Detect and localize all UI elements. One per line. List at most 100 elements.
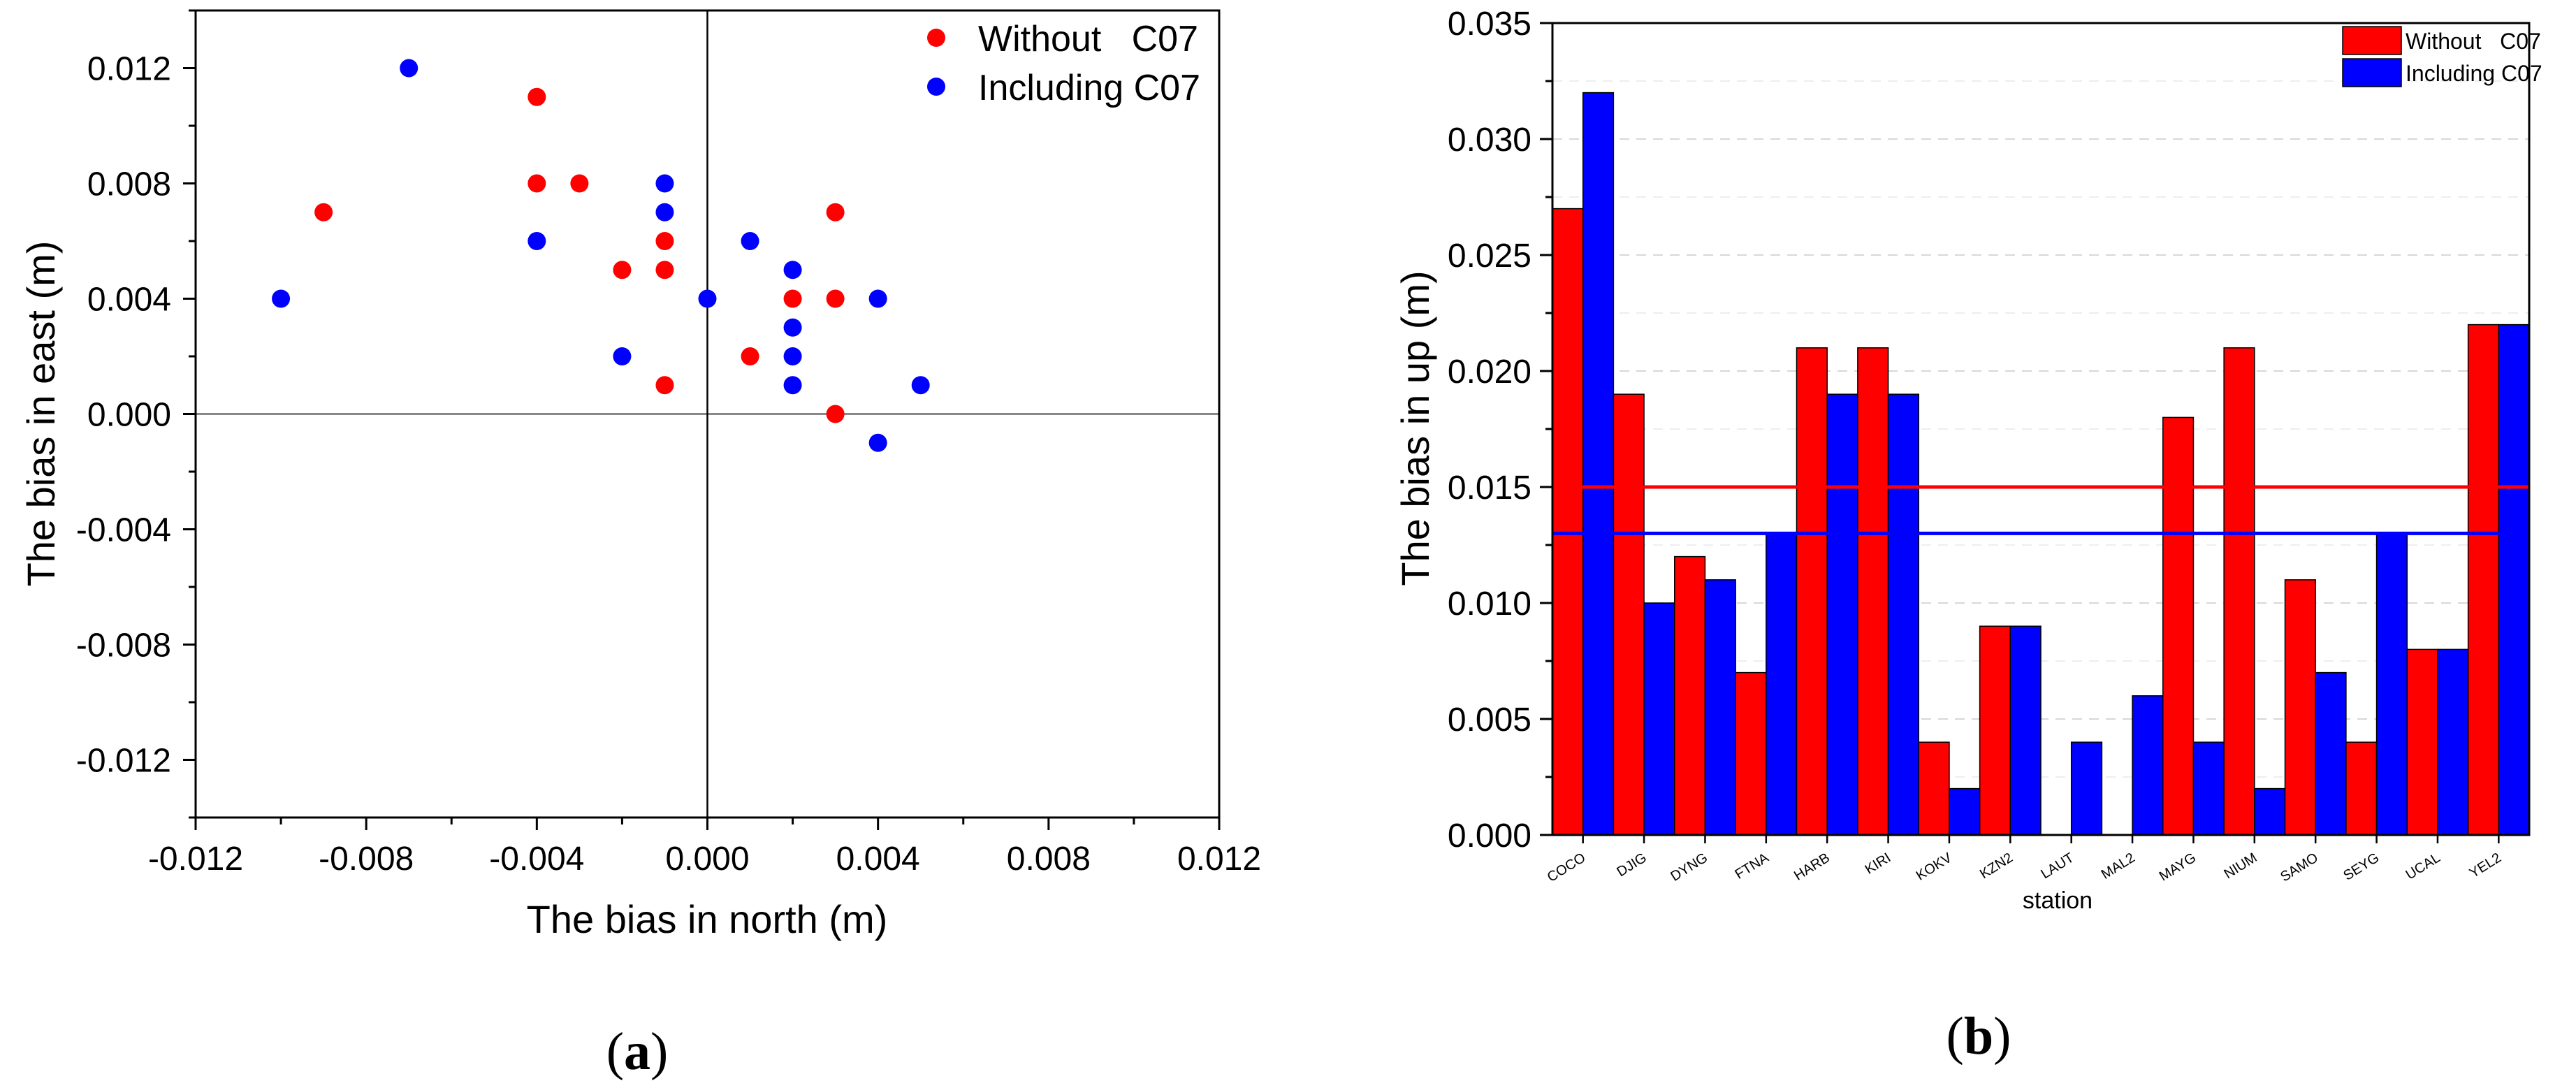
a-point-without — [826, 405, 845, 423]
b-legend: Without C07 Including C07 — [2342, 26, 2542, 87]
b-legend-label-including: Including C07 — [2406, 61, 2542, 86]
b-category-label: COCO — [1545, 850, 1589, 885]
a-y-tick-label: 0.012 — [87, 51, 171, 88]
b-bar-including — [1582, 92, 1615, 836]
b-bar-without — [2223, 347, 2255, 836]
b-category-label: LAUT — [2038, 850, 2076, 882]
b-bar-without — [1979, 625, 2011, 836]
a-y-tick-label: -0.008 — [76, 627, 171, 664]
a-point-without — [655, 232, 674, 250]
a-panel-label: (a) — [606, 1022, 669, 1081]
a-point-including — [741, 232, 759, 250]
b-y-tick-label: 0.030 — [1448, 122, 1531, 159]
b-bar-without — [2345, 741, 2378, 836]
b-x-axis-label: station — [2023, 887, 2093, 914]
b-bar-without — [2406, 648, 2438, 836]
a-point-without — [826, 203, 845, 221]
a-x-tick-label: 0.004 — [836, 841, 920, 878]
b-bar-including — [2132, 695, 2164, 836]
b-y-tick-label: 0.015 — [1448, 470, 1531, 507]
b-bar-including — [1704, 579, 1736, 836]
b-category-label: DYNG — [1668, 850, 1710, 885]
b-bar-including — [1887, 393, 1919, 836]
b-bar-without — [1735, 671, 1767, 836]
b-bar-including — [2375, 532, 2408, 836]
a-y-tick-label: -0.004 — [76, 512, 171, 549]
a-legend: Without C07 Including C07 — [927, 19, 1200, 108]
a-x-tick-label: 0.008 — [1007, 841, 1091, 878]
a-point-without — [613, 261, 632, 279]
a-x-axis-label: The bias in north (m) — [527, 897, 888, 941]
b-y-tick-label: 0.010 — [1448, 586, 1531, 623]
a-point-including — [783, 318, 802, 337]
a-point-without — [655, 376, 674, 395]
b-bar-including — [2009, 625, 2042, 836]
b-y-tick-label: 0.025 — [1448, 238, 1531, 275]
panel-a-scatter: -0.012 -0.008 -0.004 0.000 0.004 0.008 0.012 0.… — [19, 9, 1261, 1081]
a-legend-marker-including — [927, 78, 945, 96]
b-category-label: KZN2 — [1977, 850, 2016, 882]
a-point-without — [570, 174, 589, 193]
a-point-including — [400, 59, 419, 78]
a-point-without — [527, 174, 546, 193]
a-point-including — [911, 376, 930, 395]
b-bar-including — [2437, 648, 2469, 836]
b-y-tick-label: 0.000 — [1448, 818, 1531, 855]
b-y-tick-label: 0.005 — [1448, 702, 1531, 739]
a-point-including — [783, 261, 802, 279]
a-point-without — [783, 289, 802, 308]
b-bar-without — [2467, 324, 2500, 836]
a-point-including — [655, 203, 674, 221]
b-bar-including — [2070, 741, 2103, 836]
a-point-including — [783, 376, 802, 395]
a-y-axis-label: The bias in east (m) — [19, 241, 63, 587]
b-category-label: UCAL — [2403, 850, 2443, 883]
a-point-including — [868, 289, 887, 308]
b-bar-without — [1674, 555, 1706, 836]
b-bar-including — [1949, 787, 1981, 836]
b-category-label: HARB — [1791, 850, 1833, 884]
b-category-label: NIUM — [2221, 850, 2260, 882]
b-category-label: YEL2 — [2467, 850, 2504, 882]
a-point-without — [655, 261, 674, 279]
b-bar-without — [1918, 741, 1950, 836]
b-category-label: MAL2 — [2099, 850, 2138, 882]
a-y-tick-label: -0.012 — [76, 743, 171, 780]
b-category-label: SEYG — [2341, 850, 2382, 884]
b-category-label: MAYG — [2157, 850, 2199, 885]
a-y-tick-label: 0.000 — [87, 397, 171, 434]
b-bar-without — [2162, 416, 2195, 836]
a-y-tick-label: 0.004 — [87, 282, 171, 319]
b-category-label: KIRI — [1863, 850, 1894, 878]
a-point-without — [314, 203, 333, 221]
b-bar-including — [1826, 393, 1858, 836]
a-x-tick-label: 0.000 — [665, 841, 749, 878]
a-x-tick-label: -0.004 — [489, 841, 584, 878]
b-y-tick-label: 0.020 — [1448, 354, 1531, 391]
b-legend-swatch-without — [2342, 26, 2402, 55]
b-bar-without — [1857, 347, 1889, 836]
b-bar-including — [2315, 671, 2347, 836]
panel-b-bar: COCO DJIG DYNG FTNA HARB KIRI KOKV KZN2 LAUT MAL2… — [1393, 6, 2542, 1066]
a-legend-label-including: Including C07 — [978, 68, 1200, 108]
b-bar-without — [1796, 347, 1828, 836]
b-bar-without — [1613, 393, 1645, 836]
b-bar-including — [2498, 324, 2530, 836]
a-point-including — [272, 289, 291, 308]
a-point-including — [613, 347, 632, 365]
b-y-axis-label: The bias in up (m) — [1393, 270, 1437, 586]
a-point-including — [655, 174, 674, 193]
b-category-label: KOKV — [1914, 850, 1955, 883]
b-panel-label: (b) — [1946, 1007, 2011, 1066]
b-category-label: FTNA — [1733, 850, 1773, 882]
b-bar-without — [1552, 208, 1584, 836]
a-point-without — [741, 347, 759, 365]
b-bar-including — [1643, 602, 1675, 836]
b-category-label: SAMO — [2278, 850, 2321, 885]
b-category-label: DJIG — [1614, 850, 1649, 880]
b-bar-without — [2284, 579, 2316, 836]
a-legend-label-without: Without C07 — [978, 19, 1198, 59]
a-x-tick-label: -0.008 — [319, 841, 414, 878]
a-point-including — [783, 347, 802, 365]
